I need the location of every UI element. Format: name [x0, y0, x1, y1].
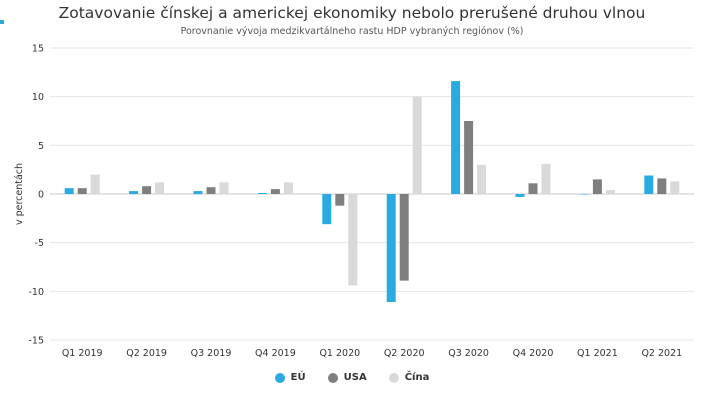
legend-label: USA [343, 372, 367, 383]
bar-eu [193, 191, 203, 194]
legend-item[interactable]: EÚ [274, 372, 306, 383]
bar-eu [386, 194, 396, 303]
y-tick-label: -15 [28, 336, 44, 347]
bar-cina [283, 182, 293, 194]
y-tick-label: 10 [32, 92, 44, 103]
bar-usa [142, 186, 152, 194]
bar-usa [270, 189, 280, 194]
legend-label: EÚ [290, 372, 306, 383]
bar-usa [206, 187, 216, 194]
bar-cina [670, 181, 680, 194]
x-tick-label: Q1 2021 [577, 348, 618, 359]
y-tick-label: -5 [35, 238, 44, 249]
bar-cina [605, 190, 615, 194]
y-tick-label: -10 [28, 287, 44, 298]
x-tick-label: Q1 2020 [319, 348, 360, 359]
legend-dot-icon [274, 372, 285, 383]
bar-usa [77, 188, 87, 194]
chart-title: Zotavovanie čínskej a americkej ekonomik… [58, 4, 646, 22]
y-tick-label: 0 [38, 190, 44, 201]
y-tick-label: 15 [32, 44, 44, 55]
x-tick-label: Q1 2019 [62, 348, 103, 359]
bar-cina [412, 96, 422, 194]
bar-cina [477, 164, 487, 194]
bar-usa [335, 194, 345, 206]
bar-eu [322, 194, 332, 225]
legend-item[interactable]: Čína [388, 372, 430, 383]
bar-cina [90, 174, 100, 194]
bar-usa [528, 183, 538, 194]
legend-label: Čína [404, 372, 430, 383]
legend-item[interactable]: USA [327, 372, 367, 383]
bar-eu [644, 175, 654, 194]
legend: EÚ USA Čína [0, 372, 704, 383]
x-tick-label: Q3 2019 [191, 348, 232, 359]
y-axis-label: v percentách [14, 163, 25, 225]
bar-cina [219, 182, 229, 194]
bar-eu [129, 191, 139, 194]
bar-eu [257, 193, 267, 194]
x-tick-label: Q2 2020 [384, 348, 425, 359]
bar-usa [657, 178, 667, 194]
chart-subtitle: Porovnanie vývoja medzikvartálneho rastu… [180, 26, 524, 37]
bar-usa [399, 194, 409, 281]
x-tick-label: Q2 2019 [126, 348, 167, 359]
bar-usa [592, 179, 602, 194]
x-tick-label: Q2 2021 [641, 348, 682, 359]
y-tick-label: 5 [38, 141, 44, 152]
bar-usa [464, 121, 474, 194]
x-tick-label: Q4 2020 [513, 348, 554, 359]
bar-eu [451, 81, 461, 194]
x-tick-label: Q4 2019 [255, 348, 296, 359]
bar-cina [348, 194, 358, 286]
bar-eu [579, 194, 589, 195]
legend-dot-icon [388, 372, 399, 383]
bar-eu [64, 188, 74, 194]
bar-cina [541, 163, 551, 194]
x-tick-label: Q3 2020 [448, 348, 489, 359]
legend-dot-icon [327, 372, 338, 383]
bar-eu [515, 194, 525, 197]
accent-mark [0, 20, 4, 24]
bar-cina [155, 182, 165, 194]
